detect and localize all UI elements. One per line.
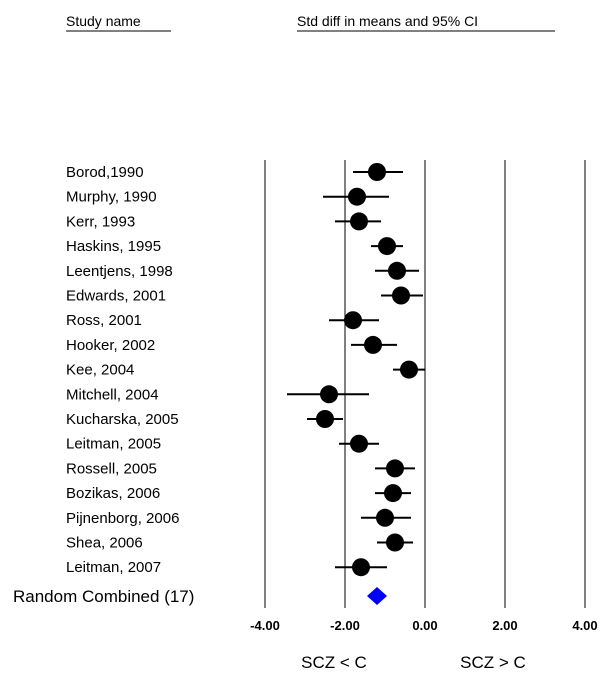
effect-marker — [376, 508, 394, 527]
direction-label-left: SCZ < C — [301, 653, 367, 672]
study-label: Hooker, 2002 — [66, 337, 155, 354]
study-label: Leitman, 2007 — [66, 559, 161, 576]
study-label: Murphy, 1990 — [66, 189, 157, 206]
study-label: Ross, 2001 — [66, 312, 142, 329]
effect-marker — [386, 459, 404, 478]
study-label: Mitchell, 2004 — [66, 386, 159, 403]
study-label: Bozikas, 2006 — [66, 485, 160, 502]
study-label: Kee, 2004 — [66, 362, 134, 379]
x-axis: -4.00 -2.00 0.00 2.00 4.00 — [250, 618, 597, 633]
effect-marker — [386, 533, 404, 552]
study-label: Leitman, 2005 — [66, 436, 161, 453]
effect-marker — [400, 360, 418, 379]
effect-marker — [392, 286, 410, 305]
study-label: Kucharska, 2005 — [66, 411, 179, 428]
combined-row: Random Combined (17) — [13, 587, 387, 606]
effect-marker — [320, 385, 338, 404]
effect-marker — [352, 558, 370, 577]
study-name-header: Study name — [66, 13, 141, 29]
combined-diamond — [367, 587, 387, 605]
effect-header: Std diff in means and 95% CI — [297, 13, 478, 29]
study-label: Kerr, 1993 — [66, 213, 135, 230]
study-label: Leentjens, 1998 — [66, 263, 173, 280]
effect-marker — [368, 163, 386, 181]
effect-marker — [348, 187, 366, 206]
grid-lines — [264, 160, 586, 608]
effect-marker — [344, 311, 362, 330]
effect-marker — [384, 484, 402, 503]
study-label: Edwards, 2001 — [66, 288, 166, 305]
study-label: Borod,1990 — [66, 164, 144, 181]
effect-marker — [350, 212, 368, 231]
tick-label: -4.00 — [250, 618, 280, 633]
tick-label: -2.00 — [330, 618, 360, 633]
effect-marker — [378, 237, 396, 256]
study-label: Pijnenborg, 2006 — [66, 510, 179, 527]
effect-marker — [316, 410, 334, 428]
direction-label-right: SCZ > C — [460, 653, 526, 672]
study-label: Haskins, 1995 — [66, 238, 161, 255]
study-rows: Borod,1990 Murphy, 1990 Kerr, 1993 Haskins,… — [66, 163, 425, 577]
effect-marker — [388, 261, 406, 280]
study-label: Rossell, 2005 — [66, 460, 157, 477]
study-label: Shea, 2006 — [66, 535, 143, 552]
effect-marker — [350, 434, 368, 453]
tick-label: 4.00 — [572, 618, 597, 633]
combined-label: Random Combined (17) — [13, 587, 194, 606]
tick-label: 0.00 — [412, 618, 437, 633]
tick-label: 2.00 — [492, 618, 517, 633]
effect-marker — [364, 335, 382, 354]
